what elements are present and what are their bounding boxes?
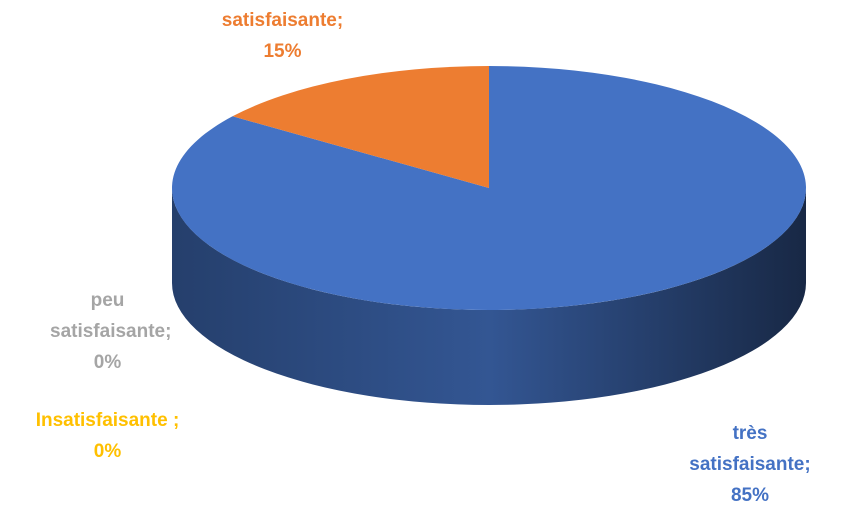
data-label: peu satisfaisante; 0% [20,285,195,378]
label-value: 0% [93,352,122,373]
label-category: Insatisfaisante ; [35,410,180,431]
data-label: Insatisfaisante ; 0% [5,405,210,467]
data-label: satisfaisante; 15% [195,5,370,67]
label-category: peu satisfaisante; [50,290,172,342]
pie-slice [232,65,489,188]
data-label: très satisfaisante; 85% [655,418,845,511]
label-value: 15% [263,41,302,62]
label-value: 0% [93,441,122,462]
label-value: 85% [730,485,770,506]
pie-side [172,188,806,405]
label-category: très satisfaisante; [689,423,811,475]
label-category: satisfaisante; [221,10,344,31]
pie-slice [232,116,489,188]
